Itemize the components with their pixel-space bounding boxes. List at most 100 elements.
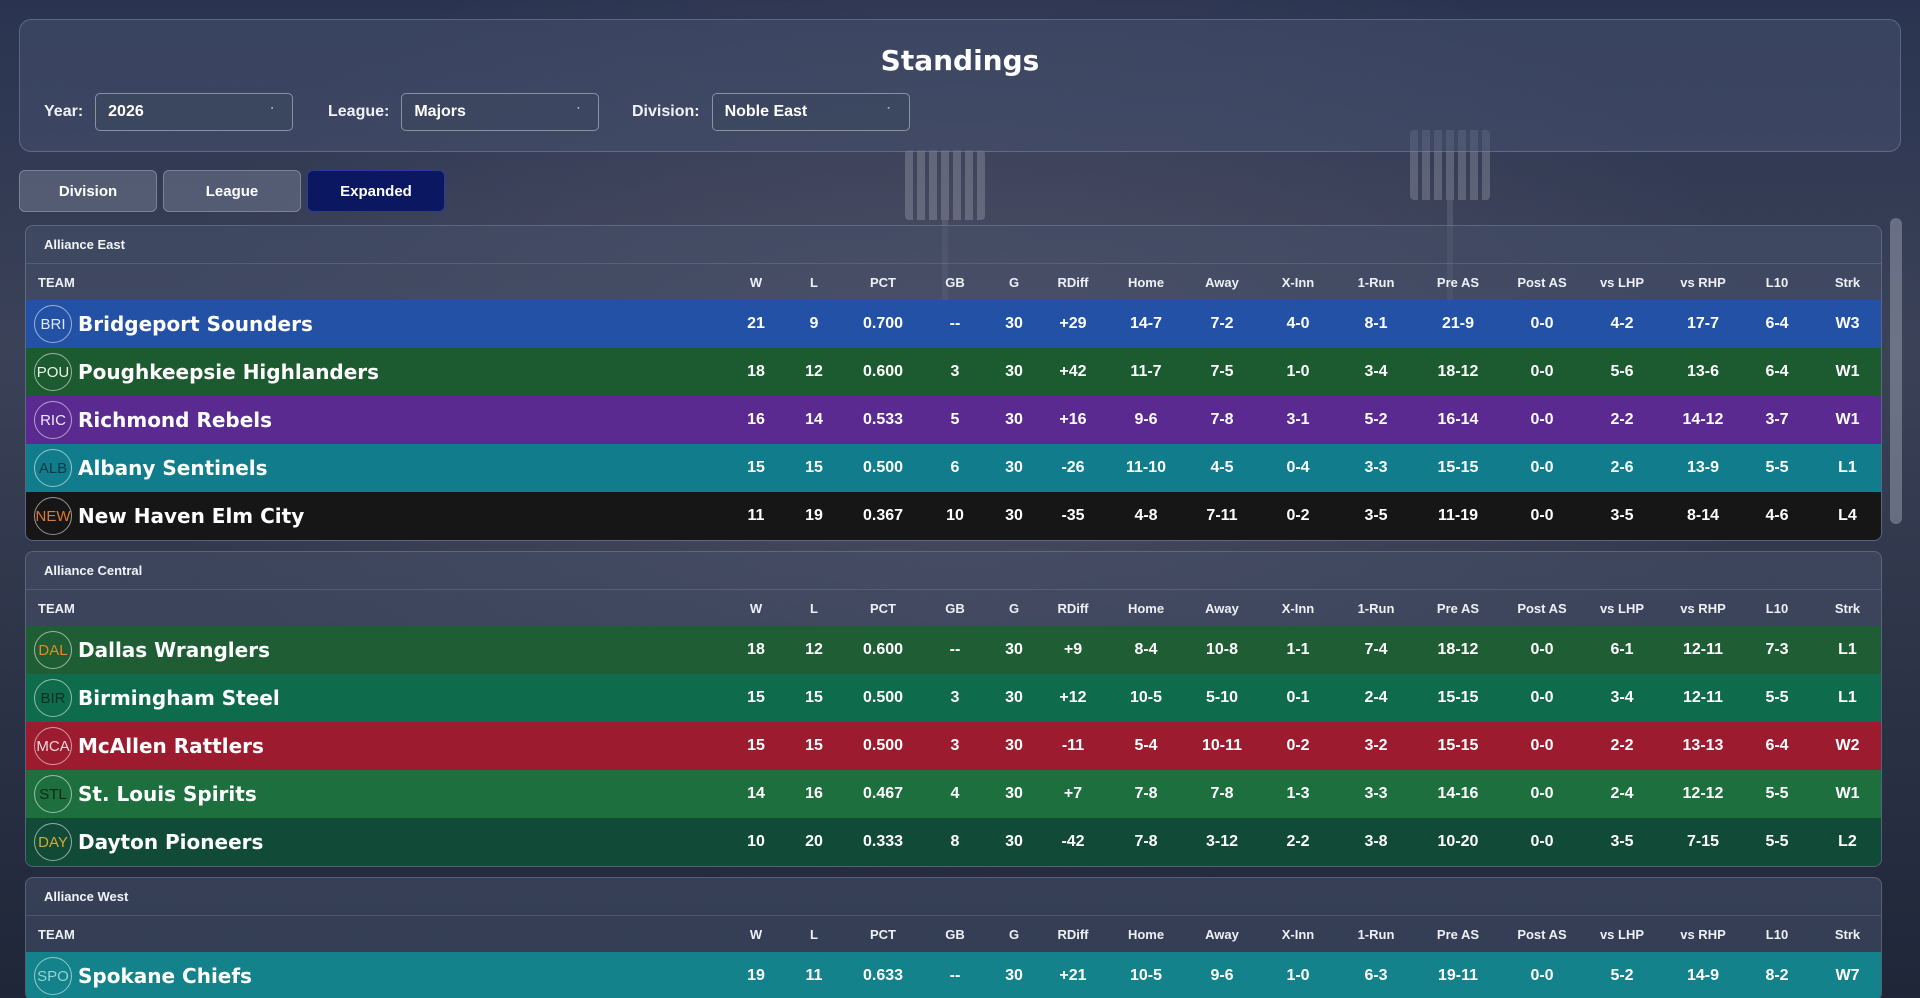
column-header[interactable]: Away <box>1205 274 1239 290</box>
column-header[interactable]: G <box>1008 600 1020 616</box>
column-header[interactable]: RDiff <box>1057 600 1089 616</box>
year-select[interactable]: 2026 ˙ <box>95 93 294 131</box>
column-header[interactable]: vs LHP <box>1599 600 1645 616</box>
column-header[interactable]: X-Inn <box>1281 926 1315 942</box>
stat-cell: 7-8 <box>1210 785 1234 802</box>
table-row[interactable]: STL St. Louis Spirits 14 16 0.467 4 30 +7 7-8 7-8… <box>26 770 1881 818</box>
stat-cell: 2-6 <box>1610 459 1634 476</box>
stat-cell: 30 <box>1005 507 1023 524</box>
column-header[interactable]: Strk <box>1834 926 1861 942</box>
column-header[interactable]: Home <box>1127 600 1165 616</box>
column-header[interactable]: RDiff <box>1057 926 1089 942</box>
column-header[interactable]: GB <box>945 926 965 942</box>
column-header[interactable]: Strk <box>1834 274 1861 290</box>
table-row[interactable]: MCA McAllen Rattlers 15 15 0.500 3 30 -11 5-4 10-… <box>26 722 1881 770</box>
column-header[interactable]: L <box>810 274 818 290</box>
column-header[interactable]: TEAM <box>38 274 75 290</box>
column-header[interactable]: 1-Run <box>1357 926 1395 942</box>
stat-cell: 5-6 <box>1610 363 1634 380</box>
column-header[interactable]: 1-Run <box>1357 274 1395 290</box>
stat-cell: 14-16 <box>1437 785 1479 802</box>
team-name[interactable]: New Haven Elm City <box>78 504 305 528</box>
table-header: TEAM W L PCT GB G RDiff Home Away X-Inn 1-Run Pre A… <box>26 264 1881 300</box>
column-header[interactable]: vs LHP <box>1599 926 1645 942</box>
team-name[interactable]: Richmond Rebels <box>78 408 273 432</box>
column-header[interactable]: Pre AS <box>1436 600 1480 616</box>
column-header[interactable]: Strk <box>1834 600 1861 616</box>
table-row[interactable]: POU Poughkeepsie Highlanders 18 12 0.600 3 30 +… <box>26 348 1881 396</box>
column-header[interactable]: L10 <box>1765 274 1789 290</box>
team-name[interactable]: Birmingham Steel <box>78 686 280 710</box>
scrollbar[interactable] <box>1890 218 1902 524</box>
table-row[interactable]: NEW New Haven Elm City 11 19 0.367 10 30 -35 4-8… <box>26 492 1881 540</box>
stat-cell: 30 <box>1005 641 1023 658</box>
column-header[interactable]: G <box>1008 274 1020 290</box>
column-header[interactable]: 1-Run <box>1357 600 1395 616</box>
column-header[interactable]: Pre AS <box>1436 274 1480 290</box>
team-cell: BRI Bridgeport Sounders <box>26 305 726 343</box>
division-select[interactable]: Noble East ˙ <box>711 93 910 131</box>
stat-cell: 30 <box>1005 459 1023 476</box>
column-header[interactable]: TEAM <box>38 600 75 616</box>
column-header[interactable]: Post AS <box>1517 600 1567 616</box>
column-header[interactable]: Home <box>1127 926 1165 942</box>
table-row[interactable]: RIC Richmond Rebels 16 14 0.533 5 30 +16 9-6 7-8 3… <box>26 396 1881 444</box>
column-header[interactable]: GB <box>945 600 965 616</box>
table-row[interactable]: DAY Dayton Pioneers 10 20 0.333 8 30 -42 7-8 3-12… <box>26 818 1881 866</box>
league-filter: League: Majors ˙ <box>328 93 600 131</box>
team-name[interactable]: Dayton Pioneers <box>78 830 264 854</box>
column-header[interactable]: W <box>749 274 763 290</box>
filter-panel: Standings Year: 2026 ˙ League: Majors ˙ … <box>19 19 1901 152</box>
team-name[interactable]: Albany Sentinels <box>78 456 268 480</box>
team-name[interactable]: Poughkeepsie Highlanders <box>78 360 380 384</box>
column-header[interactable]: X-Inn <box>1281 274 1315 290</box>
column-header[interactable]: GB <box>945 274 965 290</box>
team-name[interactable]: St. Louis Spirits <box>78 782 257 806</box>
column-header[interactable]: vs RHP <box>1680 600 1726 616</box>
tab-expanded[interactable]: Expanded <box>307 170 445 212</box>
column-header[interactable]: RDiff <box>1057 274 1089 290</box>
stat-cell: 0-2 <box>1286 737 1310 754</box>
year-filter: Year: 2026 ˙ <box>44 93 294 131</box>
team-name[interactable]: Dallas Wranglers <box>78 638 270 662</box>
table-row[interactable]: DAL Dallas Wranglers 18 12 0.600 -- 30 +9 8-4 10-… <box>26 626 1881 674</box>
stat-cell: 30 <box>1005 737 1023 754</box>
table-row[interactable]: BIR Birmingham Steel 15 15 0.500 3 30 +12 10-5 5-… <box>26 674 1881 722</box>
column-header[interactable]: L10 <box>1765 600 1789 616</box>
table-row[interactable]: ALB Albany Sentinels 15 15 0.500 6 30 -26 11-10 4… <box>26 444 1881 492</box>
column-header[interactable]: TEAM <box>38 926 75 942</box>
column-header[interactable]: Pre AS <box>1436 926 1480 942</box>
table-header: TEAM W L PCT GB G RDiff Home Away X-Inn 1-Run Pre A… <box>26 590 1881 626</box>
column-header[interactable]: W <box>749 600 763 616</box>
column-header[interactable]: Post AS <box>1517 926 1567 942</box>
stat-cell: 3-4 <box>1364 363 1388 380</box>
column-header[interactable]: Post AS <box>1517 274 1567 290</box>
tab-league[interactable]: League <box>163 170 301 212</box>
column-header[interactable]: Away <box>1205 600 1239 616</box>
table-row[interactable]: SPO Spokane Chiefs 19 11 0.633 -- 30 +21 10-5 9-6… <box>26 952 1881 998</box>
team-name[interactable]: Spokane Chiefs <box>78 964 252 988</box>
column-header[interactable]: vs LHP <box>1599 274 1645 290</box>
column-header[interactable]: L <box>810 600 818 616</box>
stat-cell: 7-4 <box>1364 641 1388 658</box>
league-select[interactable]: Majors ˙ <box>401 93 600 131</box>
column-header[interactable]: L10 <box>1765 926 1789 942</box>
column-header[interactable]: vs RHP <box>1680 926 1726 942</box>
team-name[interactable]: McAllen Rattlers <box>78 734 264 758</box>
column-header[interactable]: X-Inn <box>1281 600 1315 616</box>
table-row[interactable]: BRI Bridgeport Sounders 21 9 0.700 -- 30 +29 14-… <box>26 300 1881 348</box>
column-header[interactable]: PCT <box>870 926 896 942</box>
column-header[interactable]: L <box>810 926 818 942</box>
column-header[interactable]: PCT <box>870 274 896 290</box>
column-header[interactable]: Away <box>1205 926 1239 942</box>
stat-cell: 30 <box>1005 315 1023 332</box>
team-name[interactable]: Bridgeport Sounders <box>78 312 313 336</box>
stat-cell: -42 <box>1061 833 1085 850</box>
tab-division[interactable]: Division <box>19 170 157 212</box>
column-header[interactable]: Home <box>1127 274 1165 290</box>
stat-cell: 2-2 <box>1286 833 1310 850</box>
column-header[interactable]: vs RHP <box>1680 274 1726 290</box>
column-header[interactable]: G <box>1008 926 1020 942</box>
column-header[interactable]: W <box>749 926 763 942</box>
column-header[interactable]: PCT <box>870 600 896 616</box>
